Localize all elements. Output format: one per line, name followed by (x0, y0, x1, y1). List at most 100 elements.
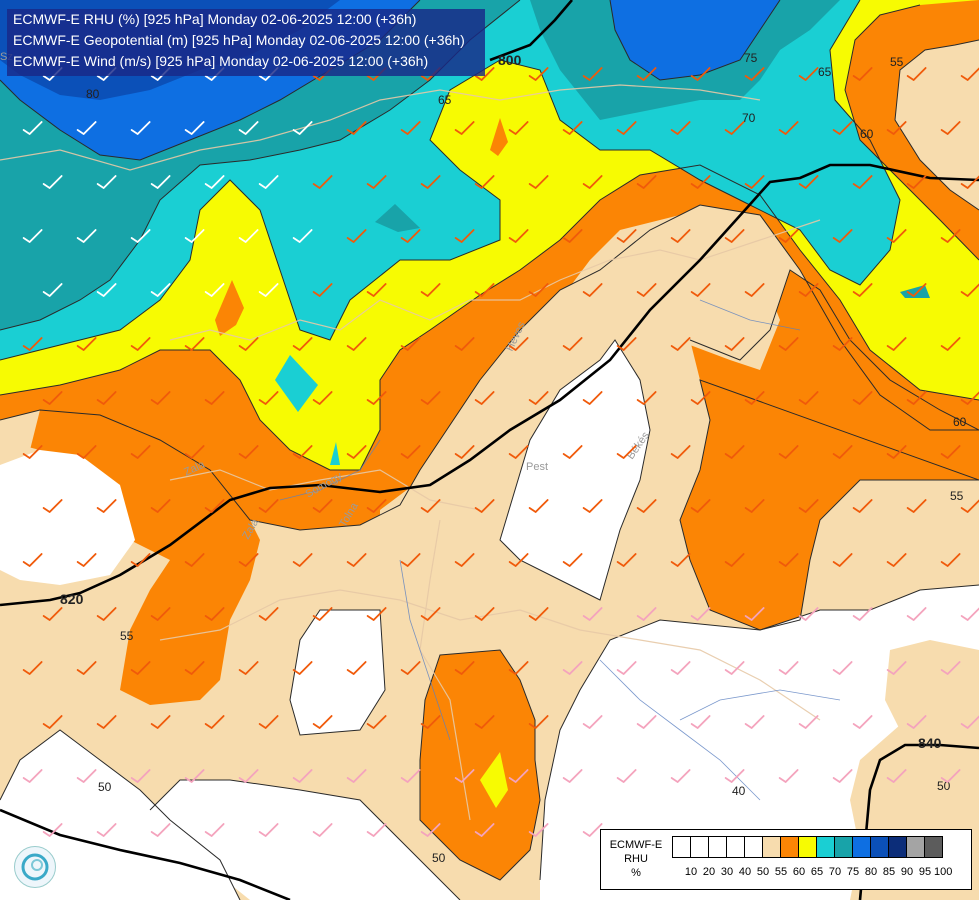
legend-tick-label: 65 (810, 866, 824, 878)
wind-barb (130, 553, 151, 567)
legend-swatch (888, 836, 907, 858)
wind-barb (798, 715, 819, 729)
wind-barb (724, 769, 745, 783)
wind-barb (184, 553, 205, 567)
logo-icon (14, 846, 56, 888)
wind-barb (582, 391, 603, 405)
wind-barb (744, 175, 765, 189)
wind-barb (366, 283, 387, 297)
wind-barb (582, 715, 603, 729)
wind-barb (778, 769, 799, 783)
wind-barb (528, 823, 549, 837)
wind-barb (832, 229, 853, 243)
wind-barb (42, 823, 63, 837)
rh-label-65-b: 65 (818, 65, 832, 79)
wind-barb (616, 121, 637, 135)
wind-barb (778, 229, 799, 243)
legend-swatches (672, 836, 943, 858)
rh-label-50-a: 50 (98, 780, 112, 794)
wind-barb (366, 391, 387, 405)
wind-barb (724, 553, 745, 567)
wind-barb (886, 445, 907, 459)
wind-barb (636, 175, 657, 189)
wind-barb (852, 499, 873, 513)
wind-barb (238, 121, 259, 135)
rh-label-60-b: 60 (953, 415, 967, 429)
contour-labels: 800 820 840 80 75 70 65 65 60 60 55 55 5… (60, 51, 967, 865)
wind-barb (940, 229, 961, 243)
wind-barb (670, 121, 691, 135)
rh-field-75-small (375, 204, 420, 232)
map-header: ECMWF-E RHU (%) [925 hPa] Monday 02-06-2… (7, 9, 485, 76)
wind-barb (778, 445, 799, 459)
wind-barb (832, 445, 853, 459)
rh-field-70-small-b (330, 442, 340, 465)
wind-barb (400, 121, 421, 135)
rh-label-80: 80 (86, 87, 100, 101)
wind-barb (798, 391, 819, 405)
wind-barb (886, 229, 907, 243)
wind-barb (832, 769, 853, 783)
rh-field-55-ne (895, 40, 979, 210)
wind-barb (96, 391, 117, 405)
rh-field-white-center (500, 340, 650, 600)
wind-barb (76, 445, 97, 459)
wind-barb (582, 67, 603, 81)
legend-ticks: 10 20 30 40 50 55 60 65 70 75 80 85 90 95 100 (682, 866, 952, 878)
wind-barb (508, 661, 529, 675)
rh-field-65-south (480, 752, 508, 808)
wind-barb (346, 337, 367, 351)
wind-barb (906, 499, 927, 513)
wind-barb (346, 661, 367, 675)
wind-barb (528, 67, 549, 81)
wind-barb (96, 607, 117, 621)
wind-barb (184, 337, 205, 351)
wind-barb (474, 283, 495, 297)
wind-barb (130, 121, 151, 135)
wind-barb (636, 499, 657, 513)
wind-barb (636, 391, 657, 405)
legend-swatch (906, 836, 925, 858)
wind-barb (960, 391, 979, 405)
wind-barb (292, 337, 313, 351)
wind-barb (906, 607, 927, 621)
legend-swatch (924, 836, 943, 858)
wind-barb (42, 715, 63, 729)
wind-barb (562, 229, 583, 243)
wind-barb (670, 553, 691, 567)
wind-barb (420, 607, 441, 621)
legend-tick-label: 70 (828, 866, 842, 878)
wind-barb (616, 661, 637, 675)
wind-barb (906, 67, 927, 81)
wind-barb (454, 337, 475, 351)
wind-barb (130, 769, 151, 783)
wind-barb (312, 283, 333, 297)
wind-barb (76, 337, 97, 351)
wind-barb (960, 499, 979, 513)
wind-barb (420, 283, 441, 297)
wind-barb (312, 175, 333, 189)
wind-barb (508, 769, 529, 783)
wind-barb (96, 715, 117, 729)
wind-barb (528, 499, 549, 513)
wind-barb (906, 715, 927, 729)
wind-barb (940, 769, 961, 783)
wind-barb (690, 607, 711, 621)
legend-swatch (798, 836, 817, 858)
wind-barb (778, 121, 799, 135)
wind-barb (940, 661, 961, 675)
legend-swatch (816, 836, 835, 858)
wind-barb (454, 229, 475, 243)
wind-barb (184, 661, 205, 675)
wind-barb (96, 175, 117, 189)
wind-barb (130, 661, 151, 675)
wind-barb (400, 769, 421, 783)
rh-field-white-mid-south (290, 610, 385, 735)
wind-barb (420, 715, 441, 729)
wind-barb (292, 445, 313, 459)
wind-barb (886, 337, 907, 351)
legend-swatch (690, 836, 709, 858)
wind-barb (150, 607, 171, 621)
wind-barb (798, 607, 819, 621)
